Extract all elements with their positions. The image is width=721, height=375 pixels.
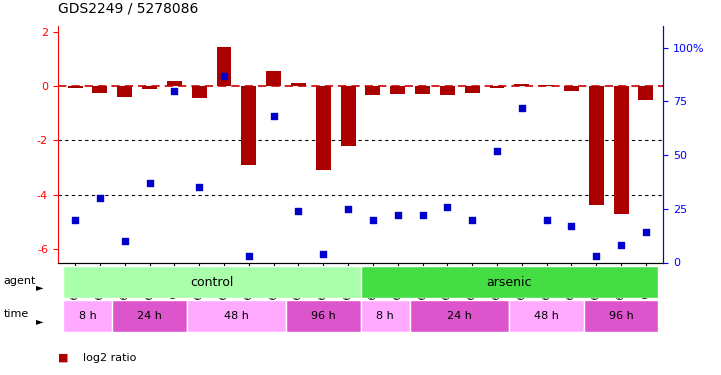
Bar: [63, 266, 360, 298]
Point: [417, 212, 428, 218]
Text: 96 h: 96 h: [311, 311, 336, 321]
Bar: [167, 81, 182, 86]
Text: ■: ■: [58, 353, 68, 363]
Point: [590, 253, 602, 259]
Bar: [584, 300, 658, 332]
Bar: [589, 86, 603, 206]
Text: ►: ►: [36, 282, 43, 292]
Bar: [187, 300, 286, 332]
Text: GDS2249 / 5278086: GDS2249 / 5278086: [58, 1, 198, 15]
Point: [367, 216, 379, 222]
Point: [541, 216, 552, 222]
Point: [342, 206, 354, 212]
Text: agent: agent: [4, 276, 36, 286]
Point: [193, 184, 205, 190]
Bar: [360, 300, 410, 332]
Bar: [510, 300, 584, 332]
Text: 24 h: 24 h: [447, 311, 472, 321]
Point: [566, 223, 578, 229]
Text: time: time: [4, 309, 29, 320]
Bar: [316, 86, 331, 170]
Bar: [291, 83, 306, 86]
Point: [392, 212, 404, 218]
Bar: [539, 85, 554, 86]
Point: [491, 148, 503, 154]
Bar: [242, 86, 256, 165]
Bar: [68, 86, 82, 88]
Point: [243, 253, 255, 259]
Bar: [490, 86, 505, 88]
Point: [466, 216, 478, 222]
Bar: [266, 71, 281, 86]
Bar: [216, 46, 231, 86]
Text: 48 h: 48 h: [224, 311, 249, 321]
Text: log2 ratio: log2 ratio: [83, 353, 136, 363]
Bar: [286, 300, 360, 332]
Point: [615, 242, 627, 248]
Text: 48 h: 48 h: [534, 311, 559, 321]
Point: [119, 238, 131, 244]
Point: [441, 204, 453, 210]
Point: [94, 195, 106, 201]
Point: [516, 105, 528, 111]
Text: 8 h: 8 h: [79, 311, 97, 321]
Text: arsenic: arsenic: [487, 276, 532, 289]
Bar: [390, 86, 405, 94]
Bar: [440, 86, 455, 96]
Point: [169, 88, 180, 94]
Bar: [564, 86, 579, 91]
Point: [640, 230, 652, 236]
Bar: [340, 86, 355, 146]
Point: [268, 114, 280, 120]
Bar: [92, 86, 107, 93]
Point: [69, 216, 81, 222]
Bar: [614, 86, 629, 214]
Text: ►: ►: [36, 316, 43, 326]
Bar: [639, 86, 653, 100]
Bar: [63, 300, 112, 332]
Text: control: control: [190, 276, 234, 289]
Bar: [360, 266, 658, 298]
Point: [317, 251, 329, 257]
Bar: [410, 300, 510, 332]
Point: [143, 180, 155, 186]
Bar: [366, 86, 381, 96]
Bar: [118, 86, 132, 97]
Bar: [514, 84, 529, 86]
Bar: [142, 86, 157, 89]
Text: 24 h: 24 h: [137, 311, 162, 321]
Text: 8 h: 8 h: [376, 311, 394, 321]
Bar: [192, 86, 207, 98]
Point: [218, 73, 230, 79]
Bar: [415, 86, 430, 94]
Bar: [112, 300, 187, 332]
Point: [293, 208, 304, 214]
Bar: [465, 86, 479, 93]
Text: 96 h: 96 h: [609, 311, 634, 321]
